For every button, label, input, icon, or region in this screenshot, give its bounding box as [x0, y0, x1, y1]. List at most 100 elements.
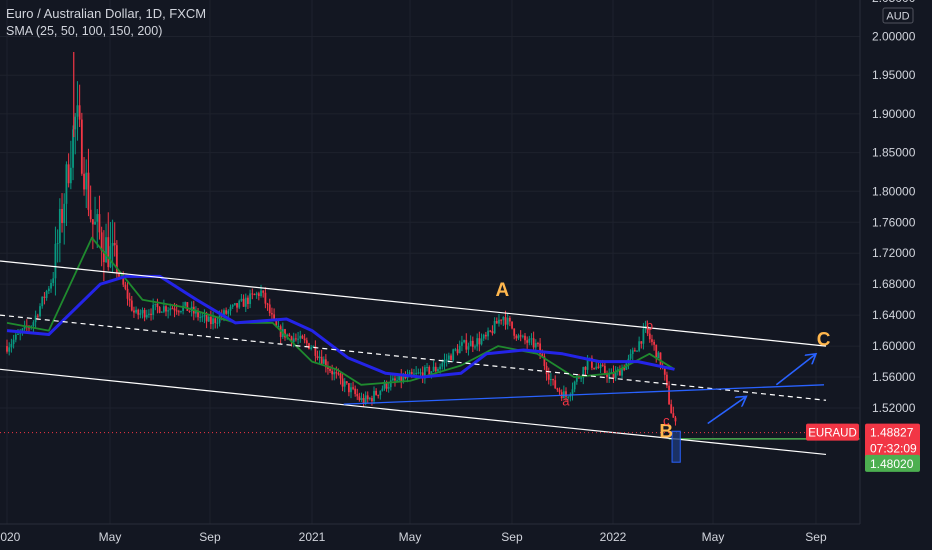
candle-body: [23, 325, 26, 329]
candle-body: [432, 366, 435, 372]
candle-body: [109, 246, 112, 268]
candle-body: [545, 365, 548, 375]
candle-body: [14, 334, 17, 340]
time-tick-label: Sep: [199, 530, 221, 544]
candle-body: [295, 338, 297, 340]
candle-body: [423, 367, 426, 379]
candle-body: [352, 387, 354, 389]
currency-badge: [882, 7, 914, 24]
candle-body: [61, 208, 63, 224]
candle-body: [491, 331, 494, 334]
channel-line-lower: [0, 368, 827, 456]
candle-body: [128, 298, 131, 301]
candle-body: [354, 388, 357, 395]
candle-body: [242, 298, 245, 307]
candle-body: [547, 374, 550, 380]
candle-body: [113, 242, 116, 246]
indicator-legend[interactable]: SMA (25, 50, 100, 150, 200): [6, 24, 163, 38]
candle-body: [212, 318, 214, 325]
candle-body: [633, 350, 636, 352]
candle-body: [188, 310, 191, 312]
candle-body: [218, 315, 221, 323]
candle-body: [233, 303, 236, 305]
candle-body: [56, 243, 59, 245]
candle-body: [513, 328, 516, 336]
candle-body: [366, 395, 369, 400]
candle-body: [143, 309, 146, 318]
candle-body: [495, 320, 498, 324]
candle-body: [85, 172, 88, 190]
candle-body: [428, 367, 431, 375]
wave-label-A: A: [496, 280, 510, 301]
candle-body: [253, 294, 256, 296]
price-tick-label: 1.95000: [872, 68, 916, 82]
candle-body: [456, 349, 459, 354]
candle-body: [331, 370, 334, 375]
candle-body: [277, 326, 280, 328]
candle-body: [229, 306, 232, 311]
candle-body: [72, 129, 74, 168]
candle-body: [638, 341, 641, 351]
candle-body: [173, 308, 176, 311]
candle-body: [299, 335, 302, 339]
candle-body: [377, 394, 380, 396]
candle-body: [91, 219, 94, 225]
candle-body: [400, 374, 403, 382]
candle-body: [571, 389, 574, 395]
candle-body: [391, 378, 394, 381]
candle-body: [135, 309, 137, 313]
candle-body: [257, 293, 260, 297]
time-tick-label: Sep: [501, 530, 523, 544]
candle-body: [480, 338, 483, 345]
price-tick-label: 1.60000: [872, 339, 916, 353]
candle-body: [452, 349, 455, 361]
candle-body: [554, 380, 557, 389]
candle-body: [640, 341, 643, 344]
candle-body: [337, 373, 340, 375]
candle-body: [50, 282, 52, 289]
candle-body: [100, 232, 103, 251]
candle-body: [668, 385, 670, 405]
candle-body: [379, 390, 382, 396]
candle-body: [89, 209, 92, 220]
candle-body: [368, 398, 371, 400]
candle-body: [284, 329, 286, 338]
candle-body: [591, 357, 593, 368]
candle-body: [543, 356, 546, 366]
candle-body: [329, 369, 331, 371]
candle-body: [308, 343, 310, 349]
candle-body: [262, 290, 265, 293]
candle-body: [371, 398, 373, 402]
candle-body: [383, 381, 386, 389]
candle-body: [214, 318, 217, 323]
channel-line-upper: [0, 260, 827, 347]
time-tick-label: 2021: [299, 530, 326, 544]
candle-body: [251, 293, 254, 295]
candle-body: [80, 119, 83, 174]
candle-body: [180, 311, 182, 313]
candle-body: [240, 298, 243, 301]
candle-body: [552, 379, 554, 381]
projection-arrow: [707, 396, 747, 425]
candle-body: [107, 237, 110, 268]
candle-body: [36, 315, 39, 317]
symbol-title[interactable]: Euro / Australian Dollar, 1D, FXCM: [6, 6, 207, 21]
candle-body: [482, 334, 485, 339]
candle-body: [160, 311, 163, 313]
candle-body: [417, 372, 420, 374]
candle-body: [586, 359, 589, 370]
candle-body: [653, 341, 655, 345]
candle-body: [167, 310, 170, 312]
candle-body: [58, 208, 61, 244]
candle-body: [385, 381, 388, 389]
candle-body: [441, 363, 444, 367]
candle-body: [247, 297, 249, 304]
candle-body: [201, 316, 204, 318]
candle-body: [458, 345, 461, 354]
candle-body: [96, 214, 99, 222]
candle-body: [324, 359, 327, 368]
candle-body: [537, 343, 539, 345]
trend-line: [343, 384, 825, 405]
candle-body: [301, 335, 304, 339]
